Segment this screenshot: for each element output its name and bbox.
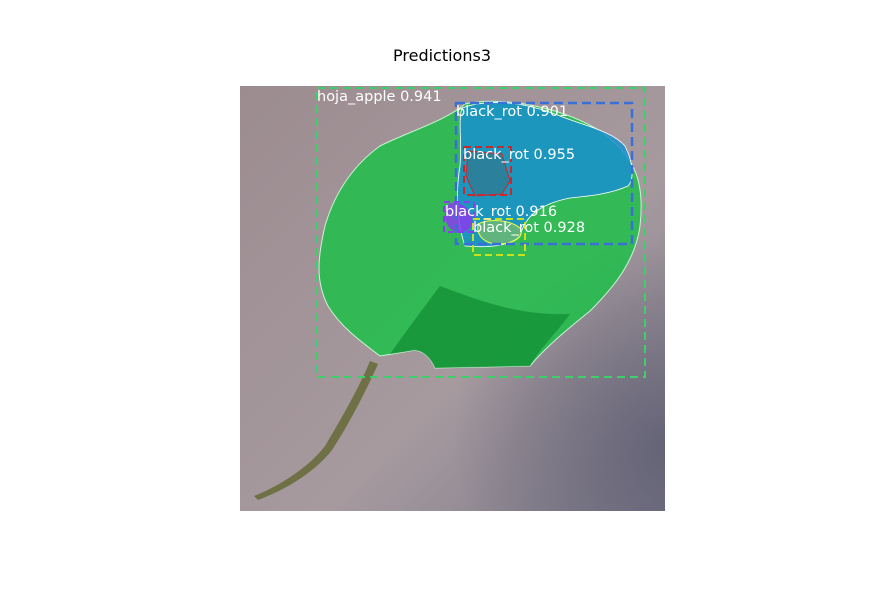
figure-title: Predictions3 (393, 46, 491, 65)
prediction-image: hoja_apple 0.941 black_rot 0.901 black_r… (240, 86, 665, 511)
detection-label: hoja_apple 0.941 (317, 89, 442, 105)
detection-label: black_rot 0.901 (456, 104, 568, 120)
lesion-mask-blue (457, 102, 633, 248)
detection-label: black_rot 0.955 (463, 147, 575, 163)
bbox-black-rot-3 (443, 201, 475, 233)
bbox-black-rot-1 (454, 101, 634, 246)
bbox-hoja-apple (316, 87, 646, 378)
lesion-mask-yellow (477, 220, 522, 245)
lesion-mask-purple (444, 202, 473, 233)
bbox-black-rot-2 (463, 146, 512, 196)
detection-label: black_rot 0.928 (473, 220, 585, 236)
leaf-stem (254, 361, 378, 500)
bbox-black-rot-4 (472, 218, 526, 256)
detection-label: black_rot 0.916 (445, 204, 557, 220)
leaf-lower-shade (390, 286, 570, 368)
